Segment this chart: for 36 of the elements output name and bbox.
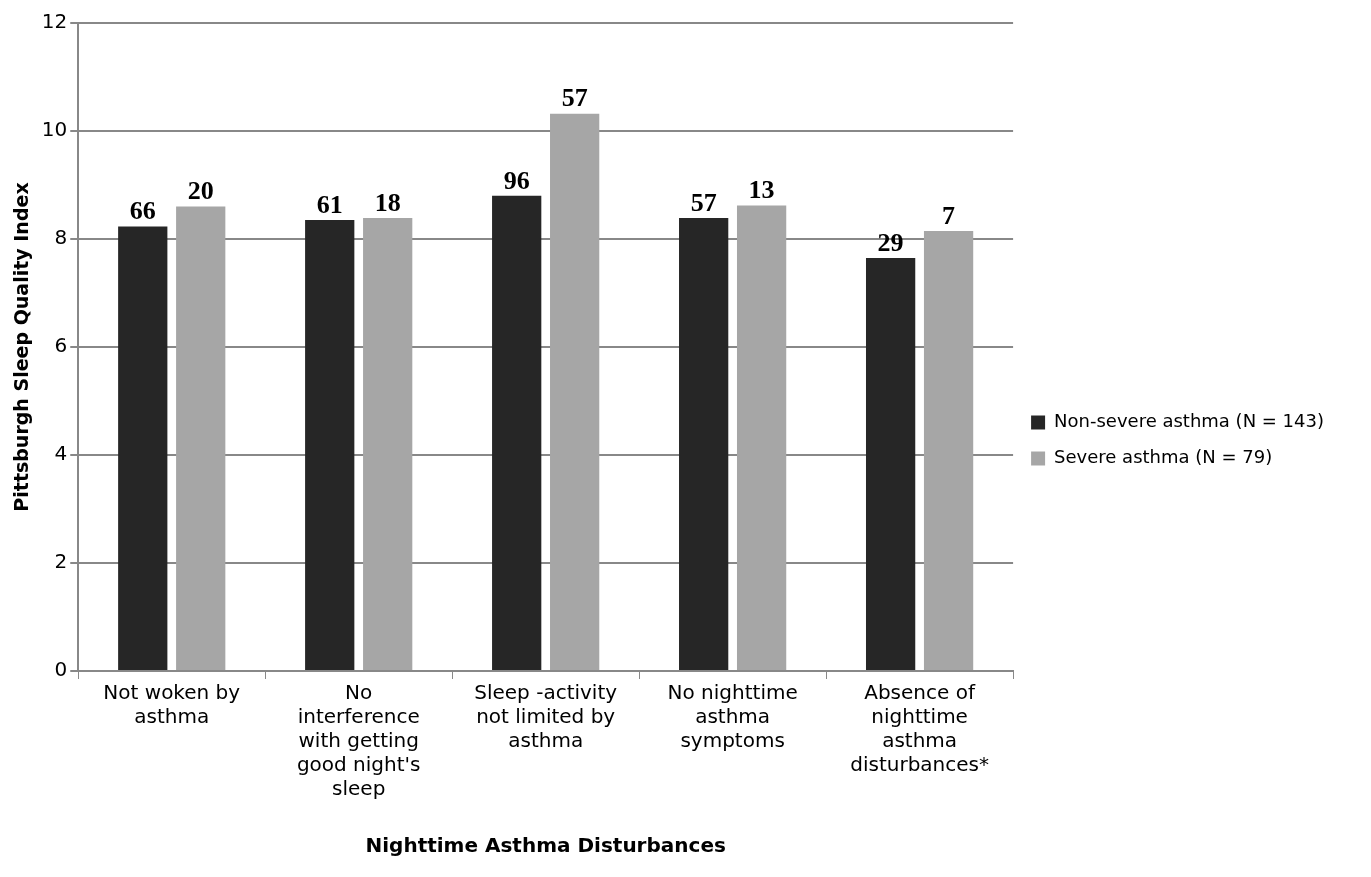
legend-label: Non-severe asthma (N = 143) [1054,410,1325,432]
annotation: 20 [187,176,214,206]
y-tick-label: 12 [41,9,68,34]
bar [492,195,542,670]
bar [923,230,974,670]
bar [736,205,787,670]
y-tick-label: 4 [54,441,68,466]
y-tick-label: 0 [54,657,68,682]
y-tick-label: 2 [54,549,68,574]
legend-label: Severe asthma (N = 79) [1054,446,1273,468]
x-tick-label: Not woken by asthma [103,680,241,729]
x-tick-label: Absence of nighttime asthma disturbances* [850,680,989,777]
annotation: 57 [690,187,717,217]
annotation: 18 [374,187,401,217]
x-tick-label: No nighttime asthma symptoms [667,680,798,753]
annotation: 29 [877,227,904,257]
x-axis-title: Nighttime Asthma Disturbances [365,833,726,858]
bar [305,220,355,670]
bar [118,226,168,670]
y-axis-title: Pittsburgh Sleep Quality Index [10,182,33,512]
annotation: 61 [316,189,343,219]
y-tick-label: 10 [41,117,68,142]
annotation: 57 [561,83,588,113]
x-tick-label: Sleep -activity not limited by asthma [474,680,618,753]
bar [550,113,600,670]
annotation: 7 [942,200,956,230]
annotation: 66 [129,196,156,226]
annotation: 13 [748,175,775,205]
y-tick-label: 6 [54,333,68,358]
x-tick-label: No interference with getting good night's sleep [296,680,421,801]
bar [679,217,729,670]
bar [363,217,413,670]
annotation: 96 [503,165,530,195]
bar [176,206,226,670]
bar [865,257,916,670]
y-tick-label: 8 [54,225,68,250]
